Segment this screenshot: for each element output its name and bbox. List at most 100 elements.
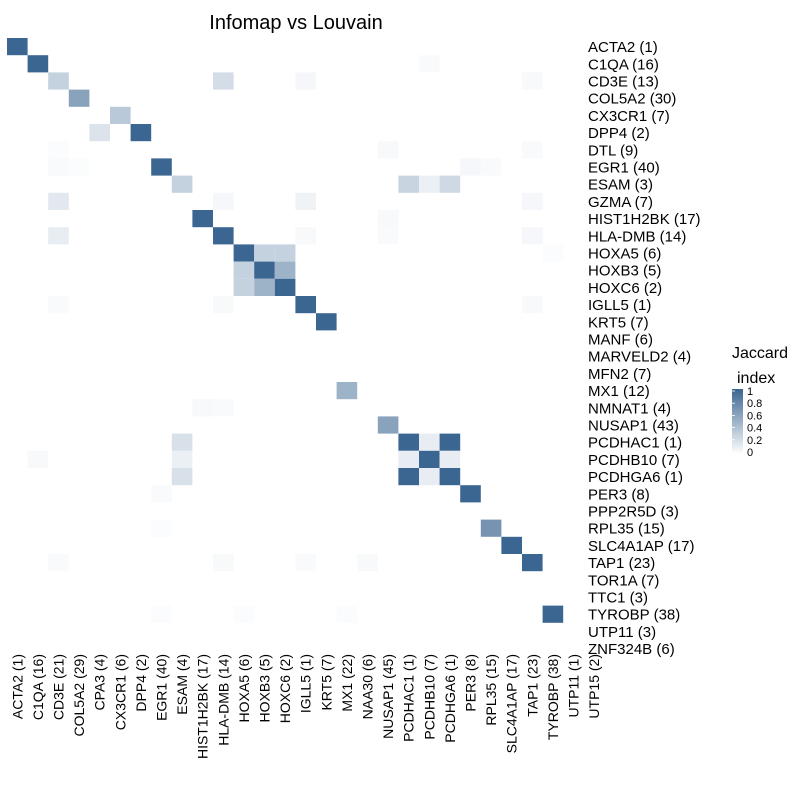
row-label: C1QA (16) xyxy=(588,56,659,73)
row-label: HIST1H2BK (17) xyxy=(588,211,701,228)
column-label: HLA-DMB (14) xyxy=(215,654,231,746)
heatmap-cell xyxy=(68,89,90,107)
heatmap-cell xyxy=(48,227,69,245)
row-label: NUSAP1 (43) xyxy=(588,418,679,435)
column-label: DPP4 (2) xyxy=(133,654,149,712)
heatmap-cell xyxy=(27,55,49,73)
row-label: ZNF324B (6) xyxy=(588,641,675,658)
row-label: UTP11 (3) xyxy=(588,624,656,641)
heatmap-cell xyxy=(233,605,255,623)
heatmap-cell xyxy=(151,519,172,537)
heatmap-cell xyxy=(48,296,69,314)
heatmap-cell xyxy=(213,554,234,572)
row-label: HOXC6 (2) xyxy=(588,280,662,297)
heatmap-cell xyxy=(522,554,543,572)
heatmap-cell xyxy=(233,244,255,262)
row-label: GZMA (7) xyxy=(588,194,653,211)
legend: Jaccard index 10.80.60.40.20 xyxy=(732,345,788,459)
heatmap-cells xyxy=(7,38,564,623)
heatmap-cell xyxy=(254,278,275,296)
heatmap-cell xyxy=(110,106,131,124)
heatmap-cell xyxy=(398,175,419,193)
row-label: TTC1 (3) xyxy=(588,590,648,607)
column-label: HIST1H2BK (17) xyxy=(195,654,211,759)
heatmap-cell xyxy=(233,278,255,296)
heatmap-cell xyxy=(336,605,358,623)
row-label: PCDHAC1 (1) xyxy=(588,435,682,452)
row-label: TOR1A (7) xyxy=(588,572,659,589)
heatmap-cell xyxy=(48,141,69,159)
column-label: ESAM (4) xyxy=(174,654,190,715)
heatmap-cell xyxy=(7,38,28,56)
heatmap-cell xyxy=(213,399,234,417)
heatmap-cell xyxy=(151,158,172,176)
row-label: DPP4 (2) xyxy=(588,125,650,142)
heatmap-cell xyxy=(89,124,110,142)
row-label: ESAM (3) xyxy=(588,177,653,194)
heatmap-cell xyxy=(295,192,316,210)
heatmap-cell xyxy=(357,554,378,572)
heatmap-cell xyxy=(439,433,461,451)
heatmap-cell xyxy=(130,124,152,142)
column-label: NUSAP1 (45) xyxy=(380,654,396,739)
heatmap-cell xyxy=(171,175,193,193)
row-label: MARVELD2 (4) xyxy=(588,349,691,366)
heatmap-cell xyxy=(171,468,193,486)
row-label: PER3 (8) xyxy=(588,486,650,503)
heatmap-cell xyxy=(48,192,69,210)
row-label: NMNAT1 (4) xyxy=(588,400,671,417)
heatmap-cell xyxy=(213,192,234,210)
heatmap-cell xyxy=(377,416,399,434)
heatmap-cell xyxy=(480,158,502,176)
column-label: TAP1 (23) xyxy=(524,654,540,717)
heatmap-cell xyxy=(213,72,234,90)
heatmap-cell xyxy=(151,605,172,623)
legend-title-line2: index xyxy=(737,370,775,387)
legend-tick-label: 0 xyxy=(747,447,753,459)
row-label: SLC4A1AP (17) xyxy=(588,538,694,555)
heatmap-cell xyxy=(542,244,564,262)
column-label: HOXC6 (2) xyxy=(277,654,293,723)
row-label: MFN2 (7) xyxy=(588,366,651,383)
heatmap-cell xyxy=(377,141,399,159)
row-labels: ACTA2 (1)C1QA (16)CD3E (13)COL5A2 (30)CX… xyxy=(588,39,701,658)
heatmap-cell xyxy=(171,450,193,468)
column-label: MX1 (22) xyxy=(339,654,355,712)
heatmap-cell xyxy=(522,296,543,314)
heatmap-cell xyxy=(295,227,316,245)
heatmap-cell xyxy=(274,244,296,262)
heatmap-cell xyxy=(254,244,275,262)
column-label: SLC4A1AP (17) xyxy=(504,654,520,753)
row-label: PCDHB10 (7) xyxy=(588,452,680,469)
heatmap-cell xyxy=(192,210,213,228)
heatmap-cell xyxy=(274,278,296,296)
legend-title-line1: Jaccard xyxy=(732,345,788,362)
heatmap-cell xyxy=(48,72,69,90)
heatmap-cell xyxy=(419,433,440,451)
heatmap-cell xyxy=(151,485,172,503)
legend-tick-label: 0.8 xyxy=(747,398,762,410)
heatmap-cell xyxy=(398,468,419,486)
column-label: UTP11 (1) xyxy=(566,654,582,718)
column-label: HOXB3 (5) xyxy=(257,654,273,722)
heatmap-cell xyxy=(460,485,481,503)
heatmap-cell xyxy=(439,450,461,468)
column-label: PER3 (8) xyxy=(463,654,479,712)
heatmap-cell xyxy=(27,450,49,468)
heatmap-cell xyxy=(336,382,358,400)
column-label: CX3CR1 (6) xyxy=(112,654,128,730)
heatmap-cell xyxy=(439,468,461,486)
heatmap-cell xyxy=(274,261,296,279)
heatmap-cell xyxy=(398,450,419,468)
row-label: HOXA5 (6) xyxy=(588,246,661,263)
column-label: CD3E (21) xyxy=(51,654,67,720)
heatmap-cell xyxy=(501,536,522,554)
row-label: CD3E (13) xyxy=(588,74,659,91)
column-label: PCDHAC1 (1) xyxy=(401,654,417,742)
heatmap-cell xyxy=(522,192,543,210)
column-label: PCDHB10 (7) xyxy=(421,654,437,740)
row-label: HOXB3 (5) xyxy=(588,263,661,280)
heatmap-cell xyxy=(419,450,440,468)
legend-colorbar xyxy=(732,389,743,454)
